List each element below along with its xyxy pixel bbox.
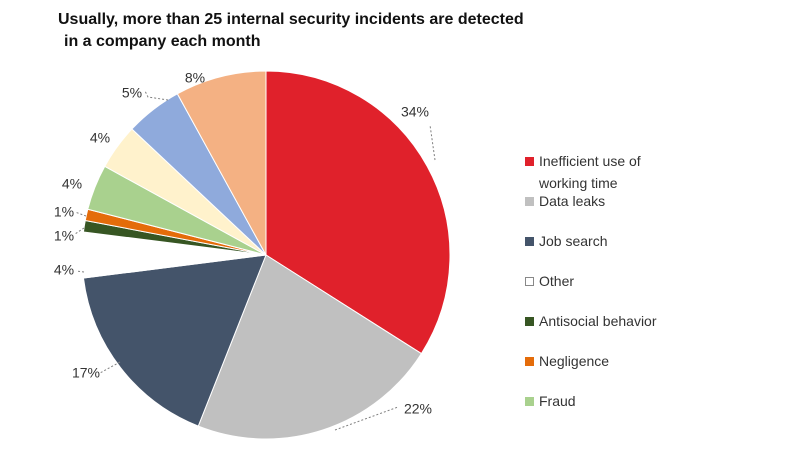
- legend-swatch: [525, 397, 534, 406]
- legend-swatch: [525, 197, 534, 206]
- data-label-5: 1%: [54, 228, 74, 244]
- pie-slice-1: [265, 70, 451, 355]
- legend-label: Antisocial behavior: [539, 313, 657, 329]
- legend-label: Negligence: [539, 353, 610, 369]
- leader-line-6: [74, 211, 87, 217]
- legend-label: Job search: [539, 233, 608, 249]
- data-label-7: 4%: [62, 176, 82, 192]
- chart-title-line-1: Usually, more than 25 internal security …: [58, 11, 524, 28]
- legend-swatch: [525, 237, 534, 246]
- pie-slice-10: [176, 70, 267, 256]
- legend-item: Inefficient use of working time: [525, 150, 795, 191]
- legend-item: Other: [525, 270, 795, 310]
- chart-title: Usually, more than 25 internal security …: [58, 9, 538, 53]
- legend-swatch: [525, 357, 534, 366]
- legend-item: Data leaks: [525, 190, 795, 230]
- legend-label-line-2: working time: [539, 175, 618, 191]
- data-label-8: 4%: [90, 130, 110, 146]
- data-label-10: 8%: [185, 70, 205, 86]
- leader-line-4: [75, 270, 85, 273]
- leader-line-2: [334, 406, 399, 431]
- legend-item: Fraud: [525, 390, 795, 430]
- data-label-6: 1%: [54, 204, 74, 220]
- leader-line-1: [429, 124, 436, 161]
- legend-item: Negligence: [525, 350, 795, 390]
- legend-item: Antisocial behavior: [525, 310, 795, 350]
- chart-title-line-2: in a company each month: [64, 33, 261, 50]
- legend-item: Job search: [525, 230, 795, 270]
- leader-line-9: [144, 90, 169, 101]
- chart-legend: Inefficient use of working time Data leaks…: [525, 150, 795, 430]
- data-label-3: 17%: [72, 365, 100, 381]
- data-label-2: 22%: [404, 401, 432, 417]
- data-label-4: 4%: [54, 262, 74, 278]
- pie-slice-3: [82, 254, 267, 427]
- legend-swatch: [525, 277, 534, 286]
- legend-label: Inefficient use of: [539, 153, 641, 169]
- legend-label: Fraud: [539, 393, 576, 409]
- data-label-9: 5%: [122, 85, 142, 101]
- legend-label: Other: [539, 273, 575, 289]
- legend-label: Data leaks: [539, 193, 606, 209]
- legend-swatch: [525, 317, 534, 326]
- pie-slice-2: [197, 254, 423, 440]
- leader-line-5: [74, 227, 85, 235]
- data-label-1: 34%: [401, 104, 429, 120]
- legend-swatch: [525, 157, 534, 166]
